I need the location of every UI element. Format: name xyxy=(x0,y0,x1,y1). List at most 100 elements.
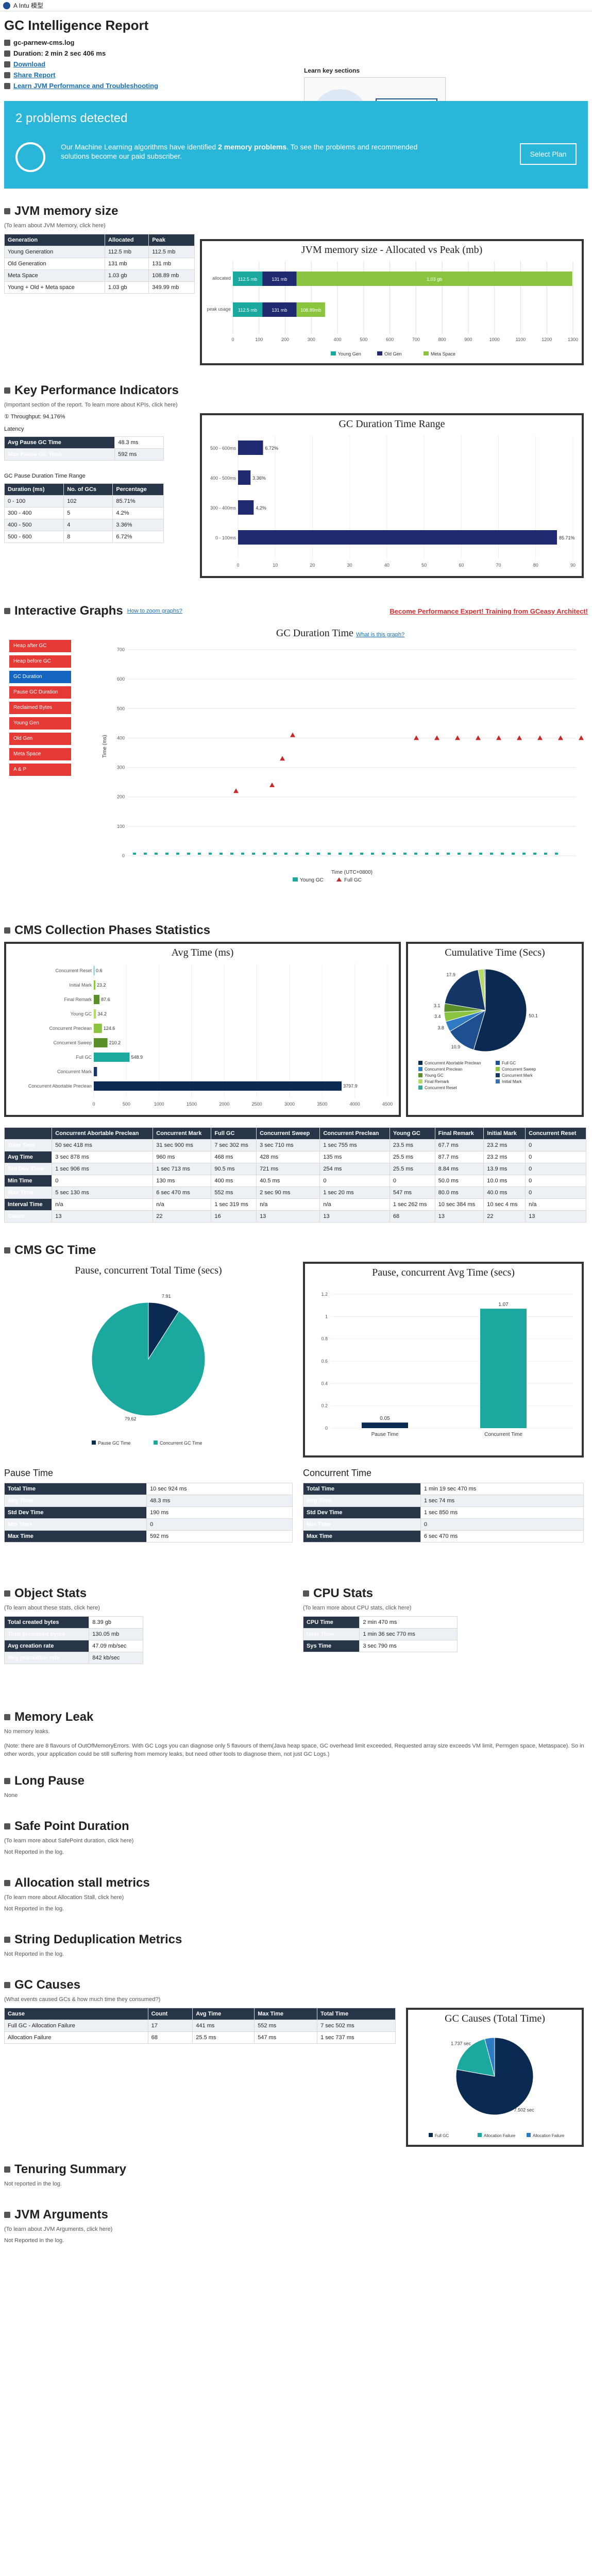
row-label: Young Generation xyxy=(4,246,105,258)
avg-bar xyxy=(94,980,95,990)
graph-button[interactable]: A & P xyxy=(9,764,71,776)
legend-label: Full GC xyxy=(435,2133,449,2138)
whatis-graph-link[interactable]: What is this graph? xyxy=(356,632,405,638)
jvm-chart-svg: 0 100 200 300 400 500 600 700 800 900 1000 1100 1200… xyxy=(207,261,578,357)
jvm-table: Generation Allocated Peak Young Generation 1… xyxy=(4,234,195,294)
longpause-text: None xyxy=(4,1792,18,1799)
x-tick-label: 1100 xyxy=(516,337,526,342)
table-cell: 5 sec 130 ms xyxy=(52,1187,154,1199)
table-row: Std Dev Time 190 ms xyxy=(4,1506,293,1519)
x-tick-label: 4500 xyxy=(382,1101,393,1107)
row-label: Young + Old + Meta space xyxy=(4,281,105,294)
table-row: Avg promotion rate 842 kb/sec xyxy=(4,1652,143,1664)
row-label: Avg creation rate xyxy=(4,1640,90,1652)
young-gc-point xyxy=(328,853,331,855)
row-label: Std Dev Time xyxy=(303,1506,421,1519)
y-category-label: Final Remark xyxy=(64,997,92,1002)
download-link[interactable]: Download xyxy=(13,60,46,68)
training-promo-link[interactable]: Become Performance Expert! Training from… xyxy=(390,607,588,615)
table-cell: 8.84 ms xyxy=(434,1163,484,1175)
table-row: Max Time 5 sec 130 ms 6 sec 470 ms 552 ms 2 … xyxy=(4,1187,586,1199)
young-gc-point xyxy=(252,853,255,855)
browser-topbar: A Intu 模型 xyxy=(0,0,592,11)
graph-button[interactable]: Reclaimed Bytes xyxy=(9,702,71,714)
table-cell: 3.36% xyxy=(112,519,164,531)
leak-icon xyxy=(4,1714,10,1720)
avg-bar-label: 87.6 xyxy=(101,997,110,1002)
legend-label: Concurrent Abortable Preclean xyxy=(425,1061,481,1065)
table-cell: 6.72% xyxy=(112,531,164,543)
dedup-text: Not Reported in the log. xyxy=(4,1951,64,1957)
graph-button[interactable]: GC Duration xyxy=(9,671,71,683)
y-tick-label: 200 xyxy=(117,794,125,800)
share-link[interactable]: Share Report xyxy=(13,71,56,79)
table-cell: 547 ms xyxy=(254,2031,318,2044)
problems-message: Our Machine Learning algorithms have ide… xyxy=(61,142,442,161)
y-tick-label: 0 xyxy=(325,1426,328,1431)
dedup-title: String Deduplication Metrics xyxy=(14,1933,182,1946)
young-gc-point xyxy=(219,853,223,855)
graph-button[interactable]: Heap after GC xyxy=(9,640,71,652)
object-stats-block: Object Stats (To learn about these stats… xyxy=(4,1586,293,1664)
cms-table: Concurrent Abortable Preclean Concurrent … xyxy=(4,1127,586,1223)
legend-swatch xyxy=(418,1061,422,1065)
table-row: Meta Space 1.03 gb 108.89 mb xyxy=(4,269,195,282)
table-cell: 22 xyxy=(483,1210,526,1223)
cmsgc-bar-svg: 0 0.2 0.4 0.6 0.8 1 1.2 0.05 Pause Time 1.07 Concu… xyxy=(321,1292,573,1437)
latency-label: Latency xyxy=(4,426,24,432)
graph-button[interactable]: Meta Space xyxy=(9,748,71,760)
learn-link[interactable]: Learn JVM Performance and Troubleshootin… xyxy=(13,82,158,90)
table-row: Max Time 592 ms xyxy=(4,1530,293,1543)
zoom-howto-link[interactable]: How to zoom graphs? xyxy=(127,608,182,614)
select-plan-button[interactable]: Select Plan xyxy=(520,143,577,165)
conc-title: Concurrent Time xyxy=(303,1468,372,1478)
cmsgc-bar-title: Pause, concurrent Avg Time (secs) xyxy=(372,1267,515,1278)
legend-swatch xyxy=(418,1067,422,1071)
y-category-label: allocated xyxy=(212,276,231,281)
graph-button[interactable]: Young Gen xyxy=(9,717,71,730)
table-cell: 4 xyxy=(63,519,113,531)
x-tick-label: 500 xyxy=(360,337,367,342)
avg-time-bar xyxy=(480,1309,527,1428)
pie-slice xyxy=(473,969,527,1052)
table-cell: 7 sec 302 ms xyxy=(211,1139,257,1151)
pie-slice xyxy=(484,969,486,1011)
cmsgc-pie-title: Pause, concurrent Total Time (secs) xyxy=(75,1265,222,1276)
young-gc-point xyxy=(198,853,201,855)
avg-bar xyxy=(94,1081,342,1091)
ig-buttons: Heap after GC Heap before GC GC Duration Pa… xyxy=(9,640,71,779)
range-bar-label: 85.71% xyxy=(559,535,575,540)
table-cell: 47.09 mb/sec xyxy=(89,1640,143,1652)
bar-label: 108.89mb xyxy=(300,308,321,313)
avg-bar-label: 34.2 xyxy=(97,1011,107,1016)
y-tick-label: 0.4 xyxy=(321,1381,328,1386)
msg-part-c: . To see the problems and recommended so… xyxy=(61,143,418,160)
table-cell: n/a xyxy=(319,1198,390,1211)
table-row: Min Time 0 xyxy=(303,1518,584,1531)
pie-slice xyxy=(449,1009,486,1050)
args-icon xyxy=(4,2212,10,2218)
pie-label: 3.4 xyxy=(434,1014,441,1019)
y-tick-label: 1 xyxy=(325,1314,328,1319)
msg-part-a: Our Machine Learning algorithms have ide… xyxy=(61,143,218,151)
table-cell: 40.0 ms xyxy=(483,1187,526,1199)
young-gc-point xyxy=(263,853,266,855)
alloc-section-title: Allocation stall metrics xyxy=(4,1876,588,1890)
y-tick-label: 700 xyxy=(117,647,125,652)
table-cell: 85.71% xyxy=(112,495,164,507)
hourglass-icon xyxy=(4,1880,10,1886)
young-gc-point xyxy=(165,853,168,855)
objstats-note: (To learn about these stats, click here) xyxy=(4,1605,100,1611)
pie-label: 79.62 xyxy=(125,1416,137,1421)
graph-button[interactable]: Heap before GC xyxy=(9,655,71,668)
graph-button[interactable]: Pause GC Duration xyxy=(9,686,71,699)
full-gc-point xyxy=(455,735,460,740)
young-gc-point xyxy=(468,853,471,855)
timer-icon xyxy=(4,1247,10,1253)
range-bar xyxy=(238,440,263,455)
young-gc-point xyxy=(458,853,461,855)
dedup-icon xyxy=(4,1937,10,1943)
safepoint-icon xyxy=(4,1823,10,1829)
graph-button[interactable]: Old Gen xyxy=(9,733,71,745)
y-category-label: 0 - 100ms xyxy=(215,535,236,540)
